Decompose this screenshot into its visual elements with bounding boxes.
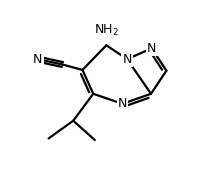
Text: N: N xyxy=(118,97,127,110)
Text: N: N xyxy=(147,42,156,55)
Text: N: N xyxy=(123,53,132,66)
Text: NH$_2$: NH$_2$ xyxy=(94,23,119,38)
Text: N: N xyxy=(33,53,42,66)
